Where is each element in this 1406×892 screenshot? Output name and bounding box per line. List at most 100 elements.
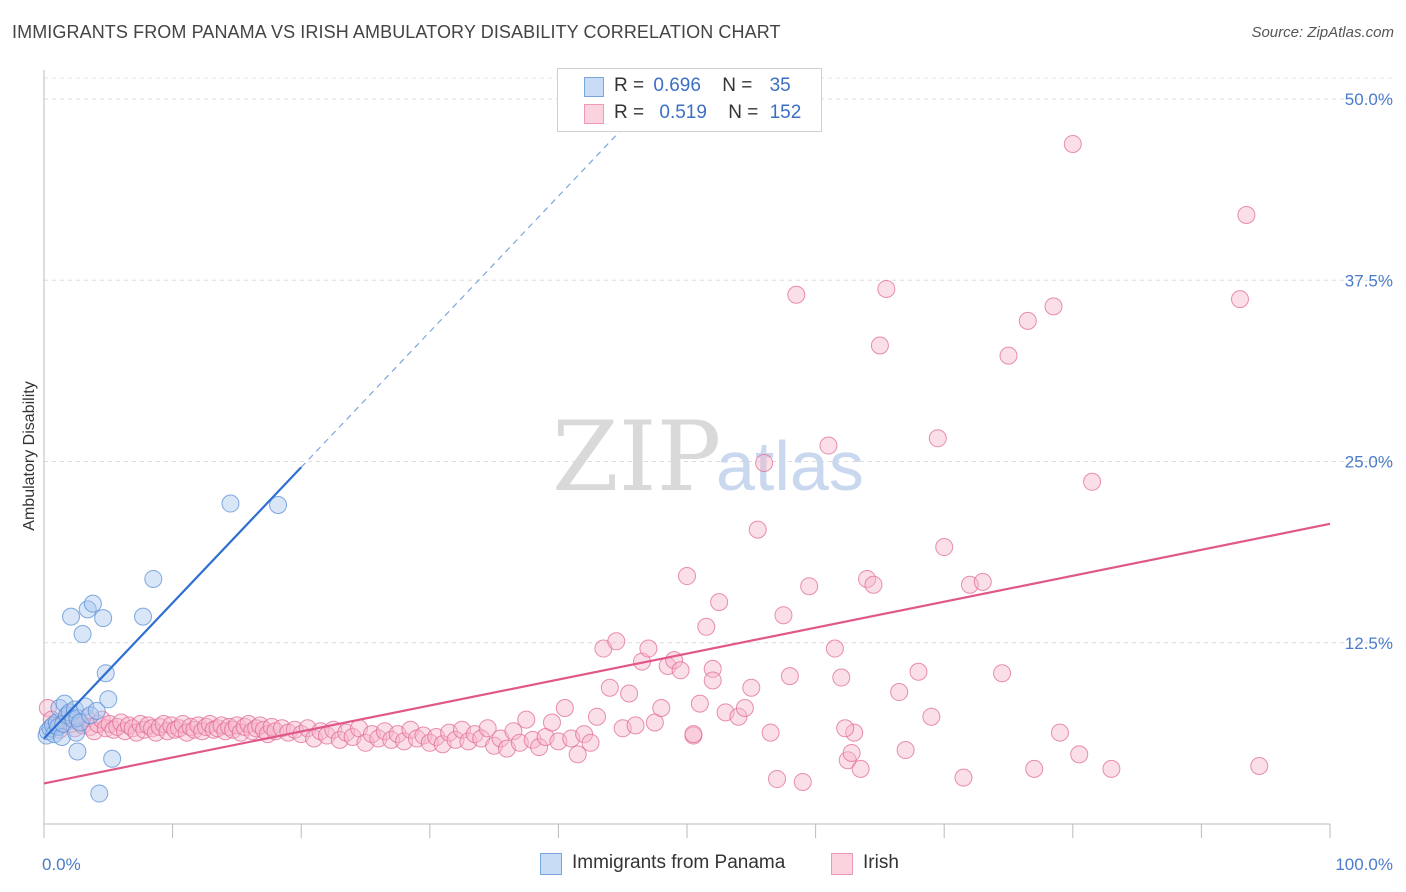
data-point bbox=[478, 719, 497, 738]
series-points-panama bbox=[37, 494, 288, 803]
data-point bbox=[999, 346, 1018, 365]
data-point bbox=[1230, 290, 1249, 309]
data-point bbox=[909, 662, 928, 681]
y-tick-label: 25.0% bbox=[1345, 453, 1393, 472]
data-point bbox=[836, 719, 855, 738]
source-credit: Source: ZipAtlas.com bbox=[1251, 24, 1394, 41]
data-point bbox=[671, 661, 690, 680]
y-tick-label: 50.0% bbox=[1345, 90, 1393, 109]
x-tick-label-max: 100.0% bbox=[1335, 855, 1393, 874]
data-point bbox=[103, 749, 122, 768]
data-point bbox=[800, 577, 819, 596]
data-point bbox=[735, 699, 754, 717]
data-point bbox=[1025, 759, 1044, 778]
data-point bbox=[652, 699, 671, 717]
y-axis-label: Ambulatory Disability bbox=[21, 381, 38, 530]
data-point bbox=[935, 538, 954, 557]
data-point bbox=[83, 594, 102, 613]
data-point bbox=[928, 429, 947, 448]
y-tick-label: 12.5% bbox=[1345, 634, 1393, 653]
data-point bbox=[134, 607, 153, 626]
legend-swatch-irish bbox=[584, 104, 604, 124]
data-point bbox=[568, 745, 587, 764]
watermark: ZIP atlas bbox=[552, 401, 864, 513]
correlation-legend: R = 0.696 N = 35 R = 0.519 N = 152 bbox=[557, 68, 822, 132]
legend-n-label: N = bbox=[728, 102, 759, 123]
legend-n-value: 152 bbox=[769, 102, 802, 123]
data-point bbox=[819, 436, 838, 455]
data-point bbox=[581, 733, 600, 752]
data-point bbox=[67, 723, 86, 742]
trend-line-panama bbox=[43, 466, 302, 740]
data-point bbox=[768, 770, 787, 789]
data-point bbox=[1050, 723, 1069, 742]
data-point bbox=[690, 694, 709, 713]
data-point bbox=[954, 768, 973, 787]
data-points bbox=[37, 134, 1269, 803]
data-point bbox=[774, 606, 793, 625]
data-point bbox=[94, 609, 113, 628]
data-point bbox=[542, 713, 561, 732]
data-point bbox=[845, 723, 864, 742]
data-point bbox=[78, 600, 97, 619]
data-point bbox=[76, 697, 95, 716]
data-point bbox=[787, 285, 806, 304]
data-point bbox=[99, 690, 118, 709]
legend-swatch-panama bbox=[540, 853, 562, 875]
trend-line-irish bbox=[43, 522, 1331, 785]
data-point bbox=[697, 617, 716, 636]
data-point bbox=[1018, 311, 1037, 330]
data-point bbox=[626, 716, 645, 735]
data-point bbox=[90, 784, 109, 803]
data-point bbox=[639, 639, 658, 658]
data-point bbox=[864, 575, 883, 594]
data-point bbox=[832, 668, 851, 687]
data-point bbox=[530, 738, 549, 757]
data-point bbox=[842, 743, 861, 762]
legend-r-label: R = bbox=[614, 102, 645, 123]
watermark-zip: ZIP bbox=[552, 401, 721, 513]
legend-swatch-panama bbox=[584, 77, 604, 97]
data-point bbox=[761, 723, 780, 742]
data-point bbox=[269, 496, 288, 514]
data-point bbox=[793, 772, 812, 791]
data-point bbox=[703, 671, 722, 690]
legend-label-irish: Irish bbox=[863, 852, 899, 873]
data-point bbox=[742, 678, 761, 697]
y-tick-labels: 12.5% 25.0% 37.5% 50.0% bbox=[1345, 90, 1393, 653]
data-point bbox=[780, 667, 799, 686]
data-point bbox=[587, 707, 606, 726]
data-point bbox=[825, 639, 844, 658]
axes bbox=[43, 70, 1331, 838]
data-point bbox=[684, 725, 703, 744]
data-point bbox=[877, 279, 896, 298]
data-point bbox=[896, 741, 915, 760]
data-point bbox=[1044, 297, 1063, 316]
data-point bbox=[369, 729, 388, 748]
trend-extension-panama bbox=[300, 114, 636, 468]
trend-lines bbox=[43, 114, 1331, 785]
data-point bbox=[446, 730, 465, 749]
legend-label-panama: Immigrants from Panama bbox=[572, 852, 786, 873]
data-point bbox=[851, 759, 870, 778]
legend-r-value: 0.696 bbox=[653, 75, 701, 96]
data-point bbox=[1063, 134, 1082, 153]
data-point bbox=[71, 713, 90, 732]
data-point bbox=[748, 520, 767, 539]
data-point bbox=[221, 494, 240, 513]
data-point bbox=[555, 699, 574, 717]
data-point bbox=[870, 336, 889, 355]
data-point bbox=[504, 722, 523, 741]
data-point bbox=[517, 710, 536, 729]
x-tick-label-min: 0.0% bbox=[42, 855, 81, 874]
data-point bbox=[68, 742, 87, 761]
data-point bbox=[87, 701, 106, 720]
chart-title: IMMIGRANTS FROM PANAMA VS IRISH AMBULATO… bbox=[12, 22, 781, 42]
data-point bbox=[993, 664, 1012, 683]
data-point bbox=[62, 607, 81, 626]
data-point bbox=[1237, 206, 1256, 224]
legend-n-label: N = bbox=[722, 75, 753, 96]
y-tick-label: 37.5% bbox=[1345, 271, 1393, 290]
data-point bbox=[710, 593, 729, 612]
